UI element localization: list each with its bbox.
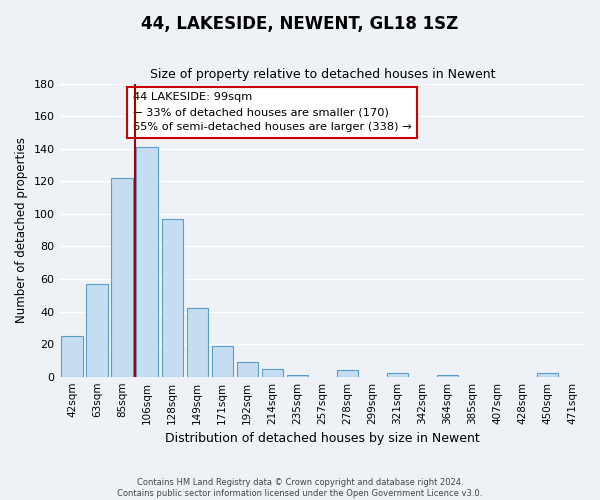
Y-axis label: Number of detached properties: Number of detached properties	[15, 137, 28, 323]
Bar	[236, 362, 258, 376]
Bar	[61, 336, 83, 376]
Text: 44 LAKESIDE: 99sqm
← 33% of detached houses are smaller (170)
65% of semi-detach: 44 LAKESIDE: 99sqm ← 33% of detached hou…	[133, 92, 412, 132]
Title: Size of property relative to detached houses in Newent: Size of property relative to detached ho…	[149, 68, 495, 81]
Bar	[212, 346, 233, 376]
Bar	[387, 374, 408, 376]
Text: Contains HM Land Registry data © Crown copyright and database right 2024.
Contai: Contains HM Land Registry data © Crown c…	[118, 478, 482, 498]
Bar	[287, 375, 308, 376]
Bar	[187, 308, 208, 376]
Bar	[112, 178, 133, 376]
Bar	[337, 370, 358, 376]
Bar	[262, 368, 283, 376]
Bar	[537, 374, 558, 376]
Bar	[437, 375, 458, 376]
X-axis label: Distribution of detached houses by size in Newent: Distribution of detached houses by size …	[165, 432, 479, 445]
Text: 44, LAKESIDE, NEWENT, GL18 1SZ: 44, LAKESIDE, NEWENT, GL18 1SZ	[142, 15, 458, 33]
Bar	[86, 284, 108, 376]
Bar	[136, 147, 158, 376]
Bar	[161, 218, 183, 376]
